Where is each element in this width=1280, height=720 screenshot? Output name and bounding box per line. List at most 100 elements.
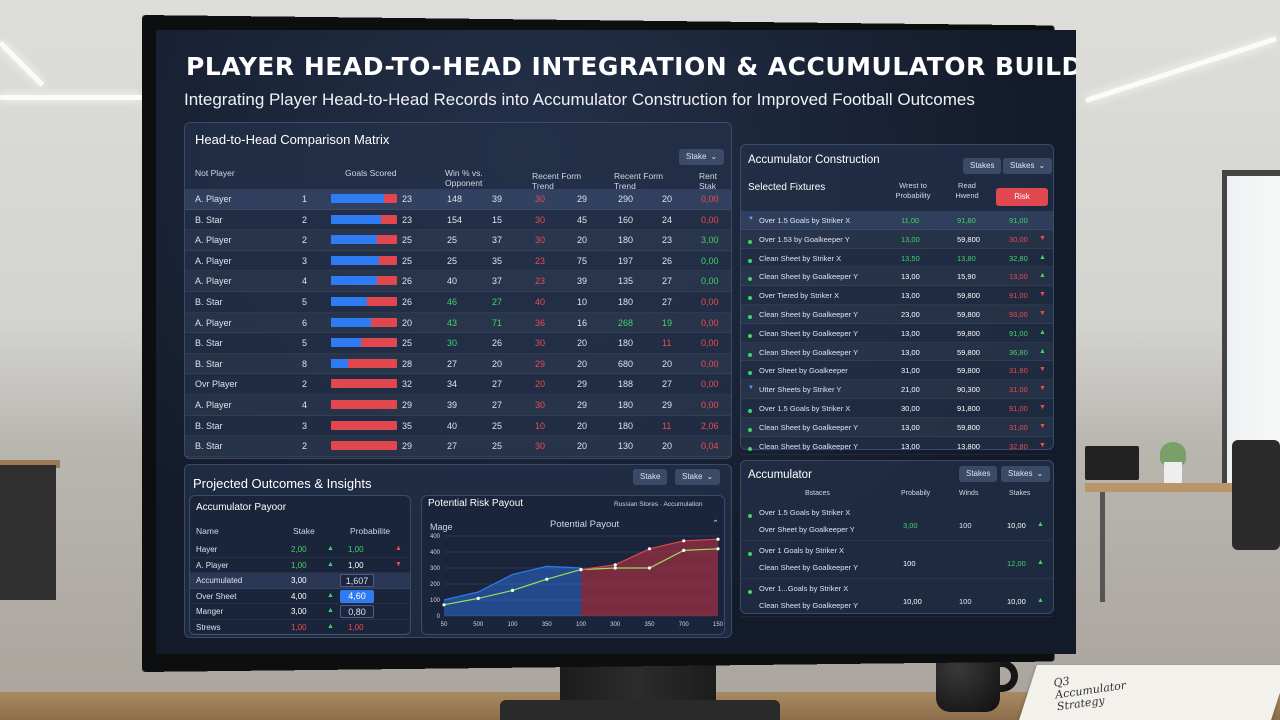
plant-pot xyxy=(1164,462,1182,484)
opp-value: 27 xyxy=(492,297,503,307)
collapse-icon[interactable]: ⌃ xyxy=(712,518,720,528)
table-row[interactable]: A. Player 1,00 ▲ 1,00 ▼ xyxy=(190,558,410,573)
trend-icon: ▲ xyxy=(1039,347,1046,355)
stake-value: 0,00 xyxy=(701,400,719,410)
list-item[interactable]: Over 1.5 Goals by Striker X 30,00 91,800 91… xyxy=(741,399,1053,418)
table-row[interactable]: B. Star 2 23 154 15 30 45 160 24 0,00 xyxy=(185,210,731,231)
trend-value: 180 xyxy=(618,400,634,410)
table-row[interactable]: Hayer 2,00 ▲ 1,00 ▲ xyxy=(190,542,410,558)
table-row[interactable]: B. Star 8 28 27 20 29 20 680 20 0,00 xyxy=(185,354,731,375)
rank: 6 xyxy=(302,317,308,328)
stake-dropdown[interactable]: Stake ⌄ xyxy=(679,149,725,165)
table-row[interactable]: B. Star 3 35 40 25 10 20 180 11 2,06 xyxy=(185,416,731,437)
stake-value: 12,00 xyxy=(1007,559,1026,568)
table-row[interactable]: A. Player 6 20 43 71 36 16 268 19 0,00 xyxy=(185,313,731,334)
stakes-dropdown[interactable]: Stakes ⌄ xyxy=(1003,158,1053,174)
x-tick-label: 300 xyxy=(610,622,621,628)
table-row[interactable]: B. Star 5 25 30 26 30 20 180 11 0,00 xyxy=(185,333,731,354)
data-point xyxy=(682,548,686,552)
fixture-label: Clean Sheet by Goalkeeper Y xyxy=(759,310,859,319)
value-b: 59,800 xyxy=(957,366,980,376)
list-item[interactable]: Over Tiered by Striker X 13,00 59,800 91,00… xyxy=(741,286,1053,305)
form-value: 23 xyxy=(535,255,546,266)
list-item[interactable]: Clean Sheet by Striker X 13,50 13,80 32,80 ▲ xyxy=(741,249,1053,268)
rank: 2 xyxy=(302,441,308,452)
goals-bar-fill xyxy=(331,235,378,245)
list-item[interactable]: Clean Sheet by Goalkeeper Y 13,00 59,800 36… xyxy=(741,343,1053,362)
player-name: B. Star xyxy=(195,297,223,307)
row-name: Strews xyxy=(196,622,221,632)
risk-button[interactable]: Risk xyxy=(996,188,1048,206)
projected-outcomes-panel: Projected Outcomes & Insights Stake Stak… xyxy=(184,464,732,638)
stakes-button[interactable]: Stakes xyxy=(959,466,998,482)
value-c: 31,80 xyxy=(1009,366,1028,376)
goals-bar-fill xyxy=(331,255,379,265)
potential-payout-chart-panel: Potential Risk Payout Russian Stores · A… xyxy=(421,495,725,635)
trend-icon: ▼ xyxy=(1039,234,1046,242)
table-row[interactable]: A. Player 1 23 148 39 30 29 290 20 0,00 xyxy=(185,189,731,210)
table-row[interactable]: A. Player 3 25 25 35 23 75 197 26 0,00 xyxy=(185,251,731,272)
trend-value-2: 27 xyxy=(662,276,673,287)
row-name: Hayer xyxy=(196,545,218,554)
opp-value: 37 xyxy=(492,276,503,287)
list-item[interactable]: Clean Sheet by Goalkeeper Y 13,00 13,800 32… xyxy=(741,437,1053,456)
trend-icon: ▼ xyxy=(1039,366,1046,374)
list-item[interactable]: Clean Sheet by Goalkeeper Y 23,00 59,800 93… xyxy=(741,305,1053,324)
goals-value: 29 xyxy=(402,400,413,410)
value-c: 91,00 xyxy=(1009,404,1028,413)
value-b: 59,800 xyxy=(957,291,980,301)
up-icon: ▲ xyxy=(327,560,334,568)
stake-value: 0,00 xyxy=(701,194,719,204)
prob-box: 1,607 xyxy=(340,574,374,587)
table-row[interactable]: A. Player 4 26 40 37 23 39 135 27 0,00 xyxy=(185,271,731,292)
table-row[interactable]: Accumulated 3,00 1,607 xyxy=(190,573,410,589)
form-value: 30 xyxy=(535,441,546,452)
up-icon: ▲ xyxy=(327,591,334,599)
value-c: 32,80 xyxy=(1009,441,1028,451)
win-value: 39 xyxy=(447,400,458,410)
prob-value: 10,00 xyxy=(903,597,922,606)
table-row[interactable]: B. Star 2 29 27 25 30 20 130 20 0,04 xyxy=(185,436,731,457)
opp-value: 25 xyxy=(492,420,503,431)
data-point xyxy=(716,547,720,551)
stakes-dropdown[interactable]: Stakes ⌄ xyxy=(1001,466,1051,482)
list-item[interactable]: Over Sheet by Goalkeeper 31,00 59,800 31,80… xyxy=(741,361,1053,381)
list-item[interactable]: Clean Sheet by Goalkeeper Y 13,00 59,800 91… xyxy=(741,324,1053,343)
list-item[interactable]: ▼ Utter Sheets by Striker Y 21,00 90,300 31,… xyxy=(741,380,1053,399)
stake-value: 0,00 xyxy=(701,317,719,328)
table-row[interactable]: Strews 1,00 ▲ 1,00 xyxy=(190,620,410,635)
stakes-button[interactable]: Stakes xyxy=(963,158,1002,174)
data-point xyxy=(476,596,480,600)
stake-value: 0,00 xyxy=(701,379,719,390)
table-row[interactable]: A. Player 4 29 39 27 30 29 180 29 0,00 xyxy=(185,395,731,416)
y-tick-label: 400 xyxy=(430,550,441,556)
goals-value: 23 xyxy=(402,194,413,204)
value-a: 13,00 xyxy=(901,234,920,244)
stake-button[interactable]: Stake xyxy=(633,469,668,485)
table-row[interactable]: B. Star 5 26 46 27 40 10 180 27 0,00 xyxy=(185,292,731,313)
selection-label: Over 1 Goals by Striker X xyxy=(759,546,845,555)
table-row[interactable]: Manger 3,00 ▲ 0,80 xyxy=(190,604,410,620)
list-item[interactable]: Clean Sheet by Goalkeeper Y 13,00 15,90 13,… xyxy=(741,267,1053,287)
list-item[interactable]: Over 1.53 by Goalkeeper Y 13,00 59,800 30,0… xyxy=(741,230,1053,249)
trend-icon: ▲ xyxy=(1037,521,1044,528)
list-item[interactable]: ▼ Over 1.5 Goals by Striker X 11,00 91,80 91… xyxy=(741,211,1053,230)
row-name: A. Player xyxy=(196,560,229,570)
table-row[interactable]: A. Player 2 25 25 37 30 20 180 23 3,00 xyxy=(185,230,731,251)
table-row[interactable]: Ovr Player 2 32 34 27 20 29 188 27 0,00 xyxy=(185,374,731,395)
trend-value: 160 xyxy=(618,214,634,225)
selection-label-2: Clean Sheet by Goalkeeper Y xyxy=(759,601,859,610)
trend-value: 180 xyxy=(618,420,634,431)
y-tick-label: 0 xyxy=(437,614,441,620)
list-item[interactable]: Over 1...Goals by Striker X Clean Sheet b… xyxy=(741,579,1053,617)
table-row[interactable]: Over Sheet 4,00 ▲ 4,60 xyxy=(190,589,410,604)
list-item[interactable]: Over 1 Goals by Striker X Clean Sheet by … xyxy=(741,541,1053,579)
trend-icon: ▼ xyxy=(1039,422,1046,430)
goals-bar xyxy=(331,214,397,224)
ceiling-light xyxy=(0,95,142,100)
list-item[interactable]: Over 1.5 Goals by Striker X Over Sheet by… xyxy=(741,503,1053,541)
form-value: 30 xyxy=(535,214,546,225)
trend-icon: ▼ xyxy=(1039,310,1046,317)
list-item[interactable]: Clean Sheet by Goalkeeper Y 13,00 59,800 31… xyxy=(741,418,1053,437)
stake-dropdown[interactable]: Stake ⌄ xyxy=(675,469,721,485)
